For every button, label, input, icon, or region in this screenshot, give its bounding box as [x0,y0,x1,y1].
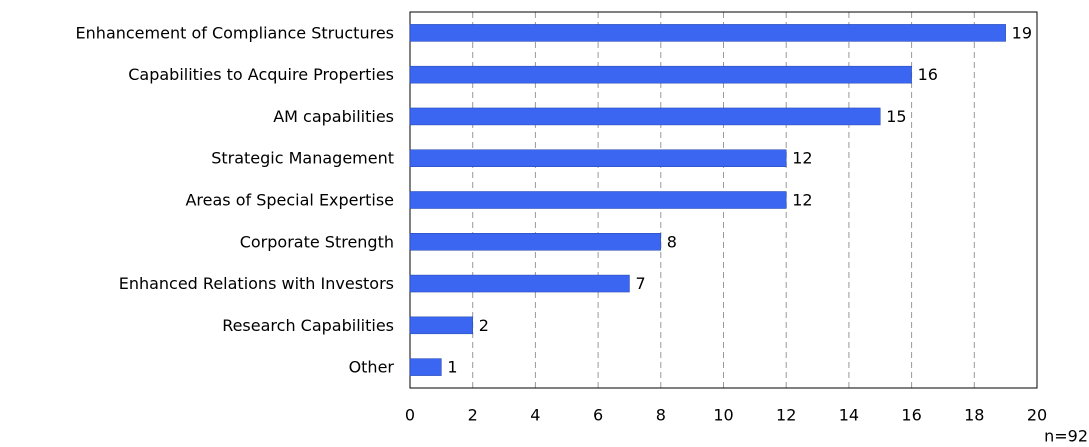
bar [409,233,662,251]
value-label: 12 [792,149,812,168]
y-tick-label: Strategic Management [211,149,394,168]
bar [409,274,630,293]
value-label: 1 [447,358,457,377]
y-tick-label: Other [349,358,395,377]
y-tick-label: AM capabilities [273,107,394,126]
value-label: 7 [635,274,645,293]
value-label: 19 [1012,23,1032,42]
x-tick-label: 14 [839,406,859,425]
bar [409,316,473,335]
value-label: 2 [479,316,489,335]
y-tick-label: Enhanced Relations with Investors [119,274,394,293]
x-tick-label: 0 [405,406,415,425]
y-tick-label: Areas of Special Expertise [185,191,394,210]
x-tick-label: 12 [776,406,796,425]
x-tick-label: 16 [901,406,921,425]
sample-note: n=92 [1044,427,1088,446]
y-tick-label: Capabilities to Acquire Properties [128,65,394,84]
y-tick-label: Enhancement of Compliance Structures [76,23,394,42]
bar [409,65,912,84]
x-tick-label: 2 [468,406,478,425]
bar [409,149,787,167]
bar [409,24,1006,42]
x-tick-label: 4 [530,406,540,425]
bar [409,191,787,209]
x-tick-label: 20 [1027,406,1047,425]
x-tick-label: 6 [593,406,603,425]
bar [409,107,881,126]
value-label: 15 [886,107,906,126]
bar [409,358,442,376]
x-tick-label: 10 [713,406,733,425]
x-tick-label: 18 [964,406,984,425]
value-label: 16 [918,65,938,84]
value-label: 12 [792,191,812,210]
y-tick-label: Corporate Strength [240,232,394,251]
x-tick-label: 8 [656,406,666,425]
y-tick-label: Research Capabilities [222,316,394,335]
value-label: 8 [667,232,677,251]
